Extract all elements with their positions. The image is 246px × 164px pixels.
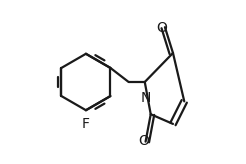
Text: N: N: [140, 91, 151, 105]
Text: O: O: [138, 134, 149, 148]
Text: F: F: [82, 117, 90, 132]
Text: O: O: [156, 21, 167, 35]
